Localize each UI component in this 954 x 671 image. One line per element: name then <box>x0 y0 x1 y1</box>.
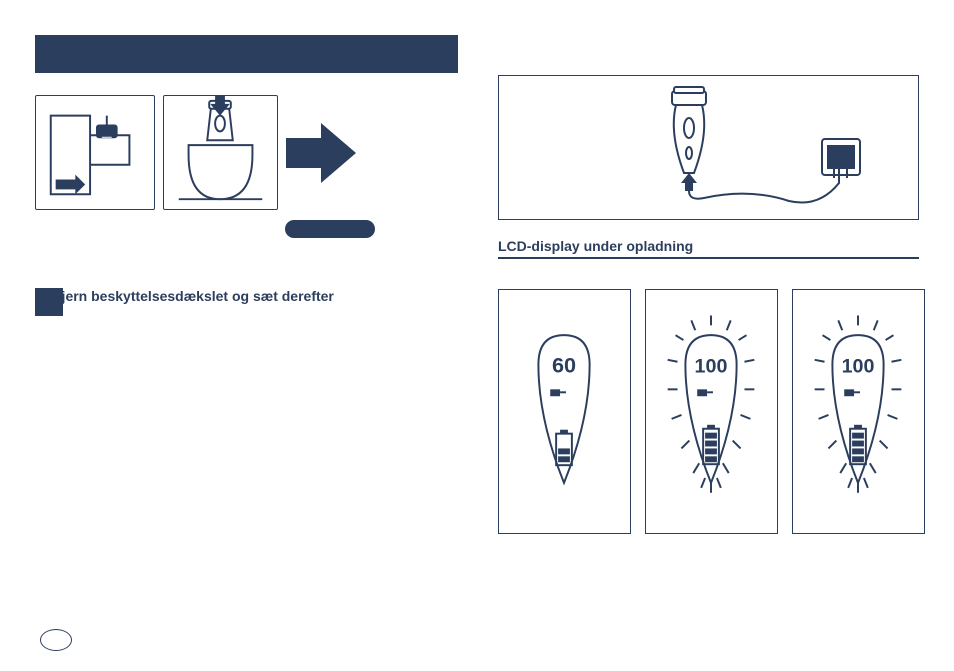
shaver-plug-svg <box>509 83 909 213</box>
shaver-plug-diagram <box>498 75 919 220</box>
diagram-row <box>35 95 458 210</box>
lcd-value-3: 100 <box>842 356 875 378</box>
lcd-box-1: 60 <box>498 289 631 534</box>
lcd-value-2: 100 <box>695 356 728 378</box>
right-column: LCD-display under opladning 60 <box>478 0 954 671</box>
title-bar <box>35 35 458 73</box>
lcd-row: 60 <box>498 289 919 534</box>
lcd-box-3: 100 <box>792 289 925 534</box>
lcd-svg-1: 60 <box>499 289 630 534</box>
page-number-oval <box>40 629 72 651</box>
charger-base-diagram <box>35 95 155 210</box>
lcd-svg-2: 100 <box>646 289 777 534</box>
lcd-box-2: 100 <box>645 289 778 534</box>
charger-base-svg <box>36 95 154 210</box>
step-text: Fjern beskyttelsesdækslet og sæt derefte… <box>53 288 458 304</box>
left-column: Fjern beskyttelsesdækslet og sæt derefte… <box>0 0 478 671</box>
big-arrow-icon <box>286 123 356 183</box>
lcd-svg-3: 100 <box>793 289 924 534</box>
page: Fjern beskyttelsesdækslet og sæt derefte… <box>0 0 954 671</box>
lcd-value-1: 60 <box>552 353 576 378</box>
step-row: Fjern beskyttelsesdækslet og sæt derefte… <box>35 288 458 304</box>
section-label: LCD-display under opladning <box>498 238 919 259</box>
shaver-in-base-diagram <box>163 95 278 210</box>
shaver-in-base-svg <box>164 95 277 210</box>
small-bar <box>285 220 375 238</box>
step-marker-icon <box>35 288 63 316</box>
